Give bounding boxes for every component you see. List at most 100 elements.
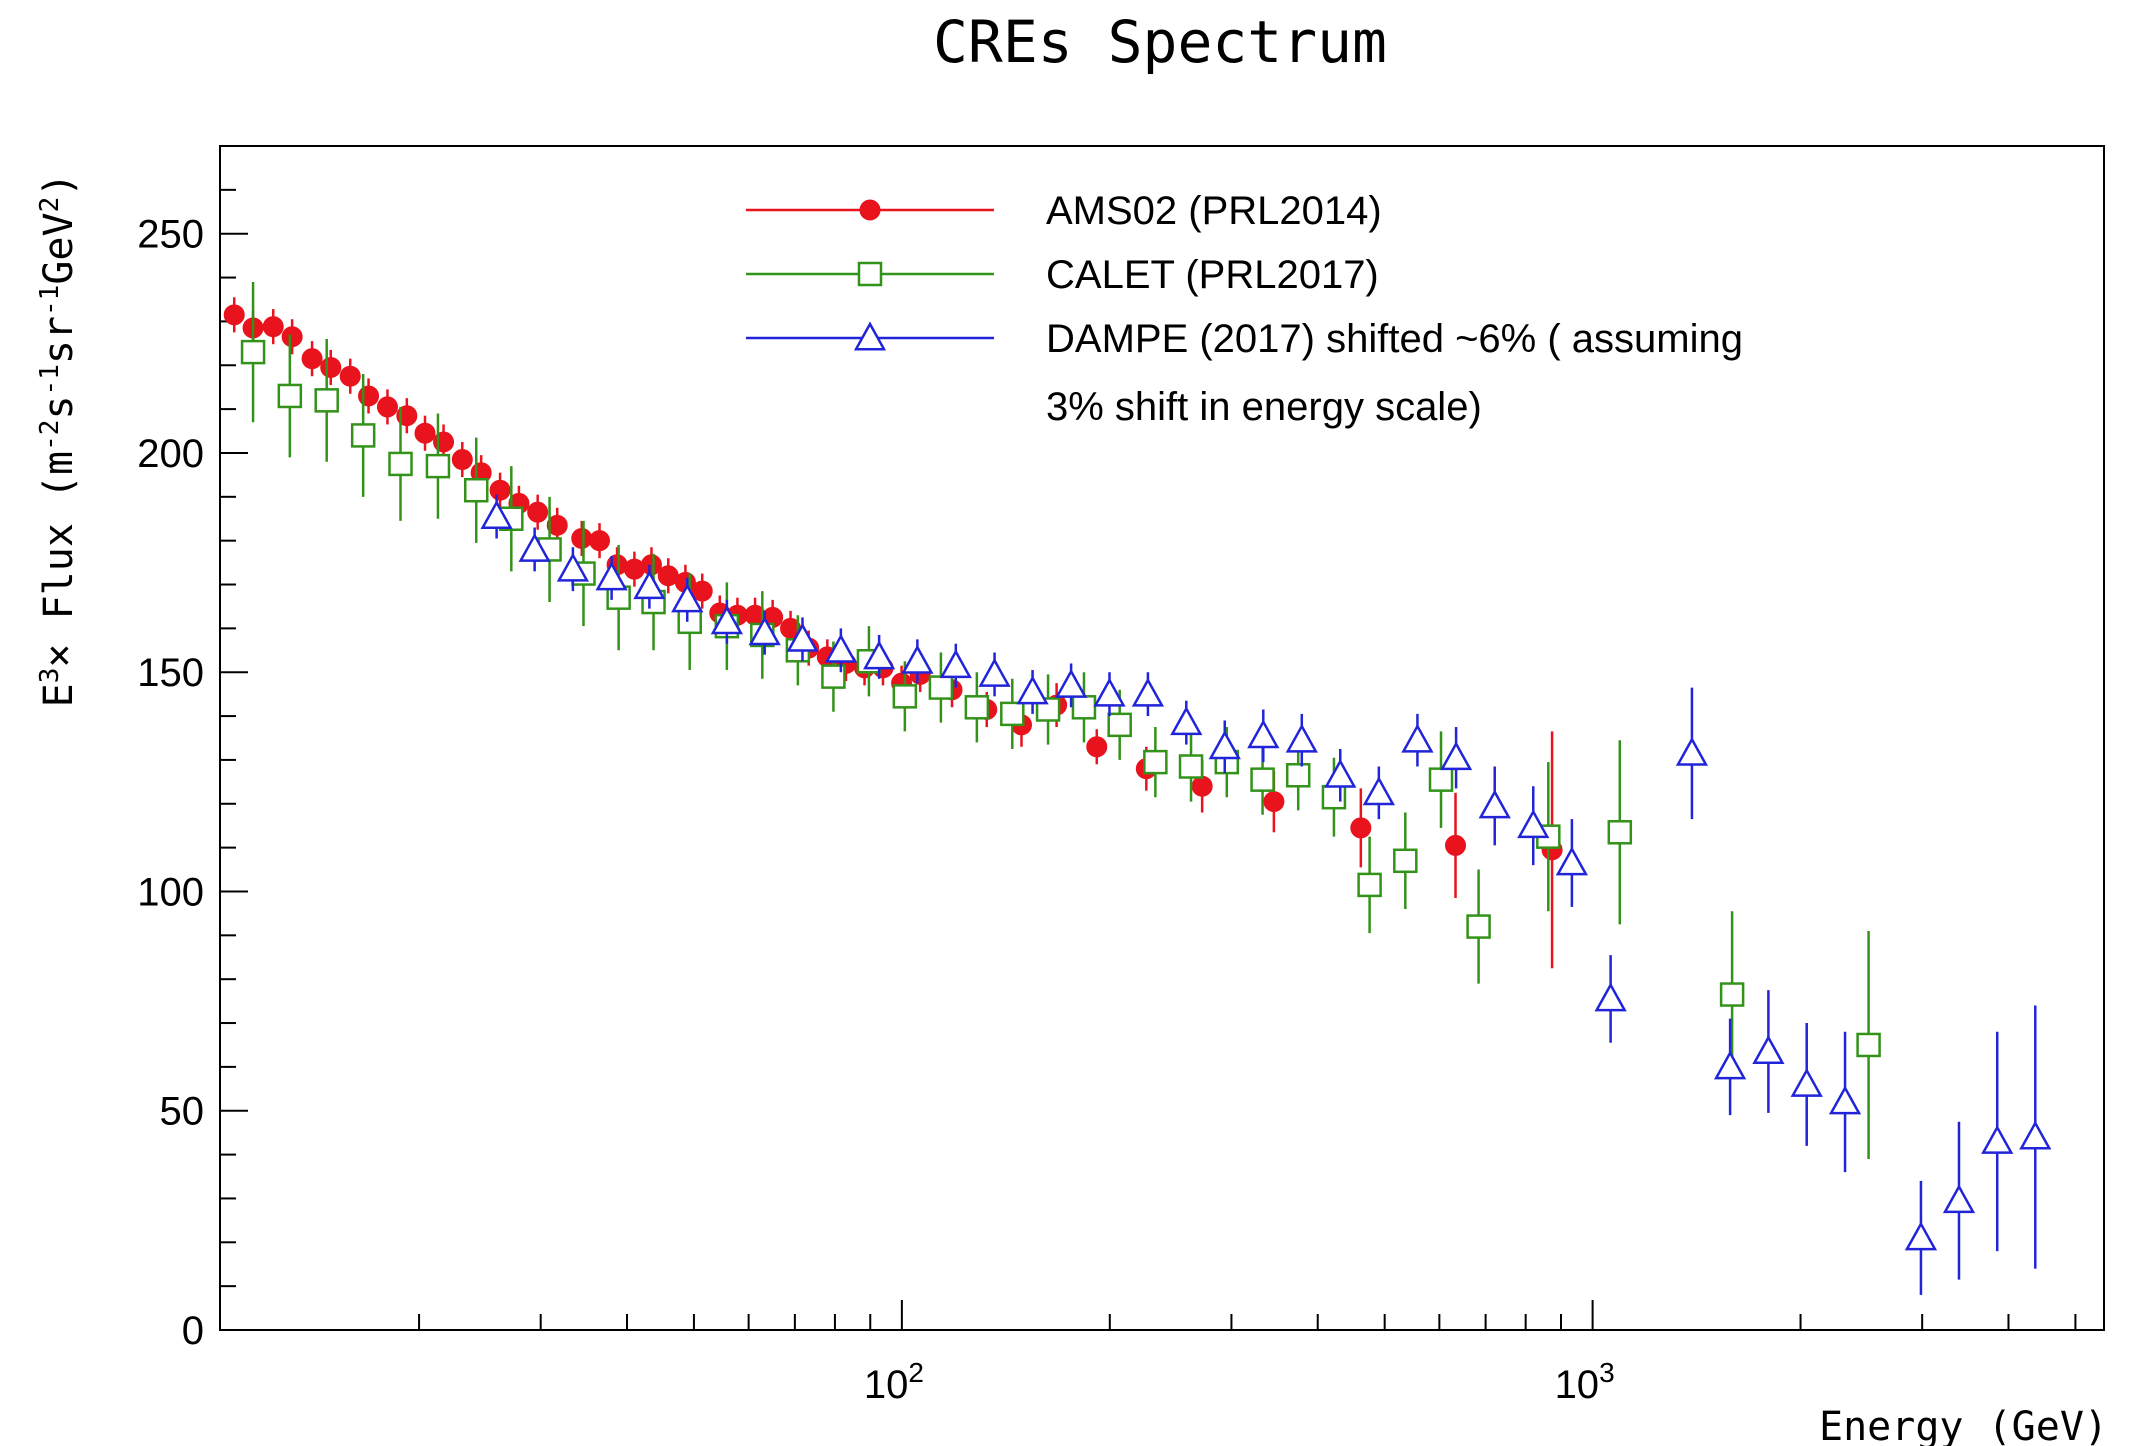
legend-label: DAMPE (2017) shifted ~6% ( assuming (1046, 317, 1743, 361)
data-point (671, 583, 704, 613)
data-point (589, 530, 611, 552)
data-point (1401, 723, 1434, 753)
data-point (1071, 695, 1097, 720)
data-point (1517, 809, 1550, 839)
legend: AMS02 (PRL2014) CALET (PRL2017) DAMPE (201… (746, 189, 1743, 429)
data-point (281, 326, 303, 348)
data-point (1555, 846, 1589, 876)
data-point (277, 383, 303, 409)
data-point (1393, 848, 1418, 874)
data-point (396, 405, 418, 427)
data-point (1713, 1050, 1747, 1080)
data-point (1086, 736, 1108, 758)
data-point (633, 570, 666, 600)
legend-marker (857, 261, 883, 287)
data-point (546, 514, 568, 536)
data-point (527, 501, 549, 523)
data-point (489, 479, 511, 501)
data-point (1285, 763, 1311, 788)
data-point (691, 580, 713, 602)
chart-title: CREs Spectrum (933, 8, 1387, 76)
data-point (1981, 1124, 2014, 1154)
data-point (1208, 730, 1241, 760)
data-point (425, 453, 451, 479)
data-point (1790, 1067, 1823, 1097)
data-point (1362, 776, 1395, 806)
series-1 (240, 281, 1881, 1159)
data-point (1856, 1032, 1881, 1058)
x-axis-label: Energy (GeV) (1819, 1404, 2108, 1446)
data-point (1428, 767, 1454, 792)
data-point (1445, 834, 1467, 856)
data-point (964, 695, 990, 720)
data-point (1466, 914, 1491, 939)
data-point (1250, 767, 1275, 792)
data-point (301, 348, 323, 370)
x-axis: 102 103 (418, 1300, 2077, 1407)
data-point (376, 396, 398, 418)
data-point (1904, 1221, 1938, 1251)
legend-label: 3% shift in energy scale) (1046, 385, 1482, 429)
series-layer (223, 281, 2052, 1295)
data-point (710, 605, 743, 635)
plot-frame (219, 145, 2105, 1331)
data-point (821, 664, 846, 689)
data-point (320, 356, 342, 378)
data-point (863, 640, 896, 670)
data-point (262, 316, 284, 338)
data-point (518, 532, 551, 562)
data-point (240, 339, 266, 365)
data-point (223, 304, 245, 326)
data-point (1607, 820, 1633, 845)
data-point (1357, 872, 1382, 898)
data-point (463, 477, 489, 503)
data-point (1594, 982, 1627, 1012)
y-axis: 0 50 100 150 200 250 (137, 145, 248, 1353)
data-point (2019, 1120, 2052, 1150)
data-point (786, 622, 819, 652)
data-point (350, 423, 376, 448)
data-point (1285, 723, 1318, 753)
data-point (1828, 1085, 1862, 1115)
data-point (901, 644, 934, 674)
data-point (1247, 719, 1280, 749)
series-2 (480, 494, 2052, 1295)
data-point (1178, 754, 1204, 779)
y-axis-label: E3× Flux (m-2s-1sr-1GeV2) (35, 173, 82, 708)
data-point (314, 388, 339, 413)
y-tick-label: 50 (160, 1090, 205, 1134)
data-point (556, 552, 590, 582)
data-point (1719, 982, 1745, 1007)
legend-marker (853, 321, 887, 351)
legend-marker (859, 199, 881, 221)
data-point (1191, 775, 1213, 797)
x-tick-label: 102 (864, 1357, 924, 1407)
y-tick-label: 100 (137, 870, 204, 914)
data-point (1350, 817, 1372, 839)
data-point (1942, 1184, 1976, 1214)
data-point (939, 649, 972, 679)
data-point (1131, 677, 1165, 707)
data-point (388, 451, 413, 477)
legend-label: AMS02 (PRL2014) (1046, 189, 1382, 233)
data-point (1093, 677, 1126, 707)
data-point (433, 431, 455, 453)
data-point (339, 365, 361, 387)
data-point (1143, 749, 1168, 775)
x-tick-label: 103 (1555, 1357, 1615, 1407)
data-point (824, 633, 857, 663)
data-point (1263, 791, 1285, 813)
data-point (748, 616, 781, 646)
data-point (595, 561, 628, 591)
data-point (978, 657, 1011, 687)
data-point (1675, 736, 1709, 766)
data-point (892, 684, 918, 709)
data-point (1016, 675, 1049, 705)
data-point (414, 422, 436, 444)
data-point (1752, 1034, 1785, 1064)
data-point (571, 527, 593, 549)
data-point (358, 385, 380, 407)
data-point (677, 609, 702, 635)
y-tick-label: 150 (137, 651, 204, 695)
